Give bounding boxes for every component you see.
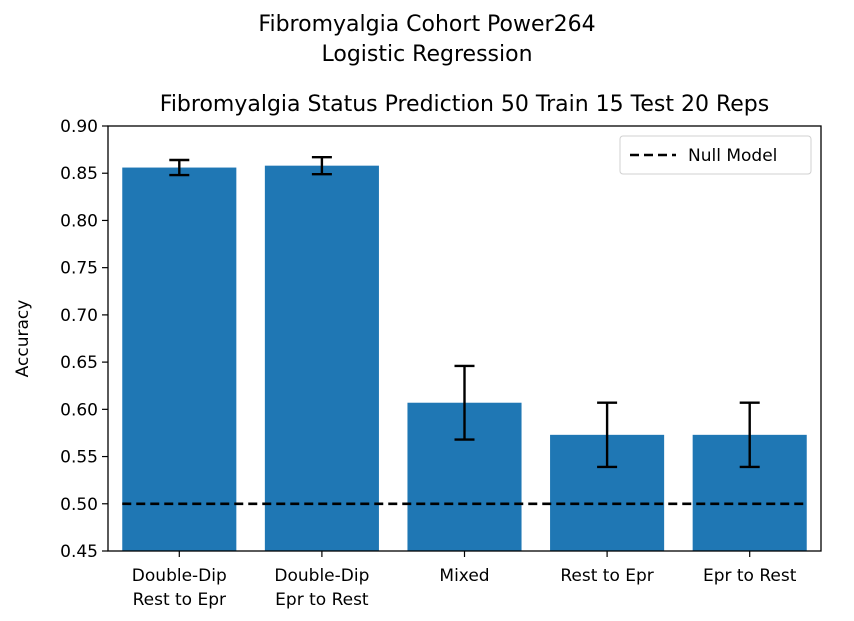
error-bar-1 bbox=[311, 155, 332, 176]
y-tick-label-3: 0.60 bbox=[60, 400, 98, 420]
figure-suptitle-line2: Logistic Regression bbox=[321, 42, 533, 67]
error-bar-3 bbox=[597, 401, 618, 469]
x-tick-label-1-1: Epr to Rest bbox=[275, 590, 369, 610]
error-bar-4 bbox=[739, 401, 760, 469]
y-tick-label-6: 0.75 bbox=[60, 259, 98, 279]
bars-group bbox=[122, 165, 807, 552]
bar-0 bbox=[122, 167, 237, 552]
y-tick-label-9: 0.90 bbox=[60, 117, 98, 137]
x-tick-label-0-0: Double-Dip bbox=[132, 566, 227, 586]
x-tick-label-1-0: Double-Dip bbox=[274, 566, 369, 586]
x-tick-label-0-1: Rest to Epr bbox=[133, 590, 226, 610]
y-axis: 0.45 0.50 0.55 0.60 0.65 0.70 0.75 0.80 0.85 0.90 bbox=[60, 117, 108, 562]
y-tick-label-5: 0.70 bbox=[60, 306, 98, 326]
y-axis-label: Accuracy bbox=[13, 300, 33, 378]
bar-1 bbox=[264, 165, 379, 551]
y-tick-label-8: 0.85 bbox=[60, 164, 98, 184]
x-tick-label-4-0: Epr to Rest bbox=[703, 566, 797, 586]
error-bar-2 bbox=[454, 364, 475, 441]
x-tick-label-2-0: Mixed bbox=[439, 566, 489, 586]
y-tick-label-2: 0.55 bbox=[60, 448, 98, 468]
y-tick-label-1: 0.50 bbox=[60, 495, 98, 515]
y-tick-label-0: 0.45 bbox=[60, 542, 98, 562]
x-axis: Double-Dip Rest to Epr Double-Dip Epr to Re… bbox=[132, 551, 797, 610]
legend-box bbox=[619, 135, 812, 175]
x-tick-label-3-0: Rest to Epr bbox=[560, 566, 653, 586]
legend-null-model-label: Null Model bbox=[688, 146, 777, 166]
figure-suptitle-line1: Fibromyalgia Cohort Power264 bbox=[258, 12, 596, 37]
chart-title: Fibromyalgia Status Prediction 50 Train … bbox=[159, 92, 770, 117]
y-tick-label-4: 0.65 bbox=[60, 353, 98, 373]
error-bars-group bbox=[169, 155, 760, 469]
plot-frame bbox=[107, 125, 822, 552]
y-tick-label-7: 0.80 bbox=[60, 211, 98, 231]
error-bar-0 bbox=[169, 158, 190, 177]
legend: Null Model bbox=[619, 135, 812, 175]
